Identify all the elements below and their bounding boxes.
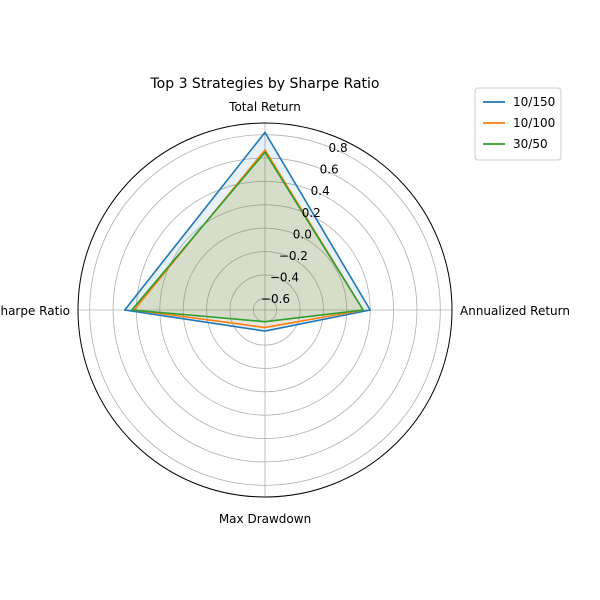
series-line-0	[123, 131, 371, 332]
legend-label: 10/150	[513, 95, 555, 109]
axis-label: Total Return	[228, 100, 301, 114]
axis-label: Annualized Return	[460, 304, 570, 318]
series-fill-1	[134, 149, 364, 328]
series-group	[123, 131, 371, 332]
legend-frame	[474, 87, 562, 161]
axis-labels: Total Return Annualized Return Max Drawdow…	[0, 100, 570, 526]
legend-label: 30/50	[513, 137, 548, 151]
radial-tick-label: −0.6	[261, 292, 290, 306]
radial-tick-label: 0.8	[329, 141, 348, 155]
series-fill-2	[131, 152, 364, 322]
legend: 10/150 10/100 30/50	[474, 87, 562, 161]
axis-label: Sharpe Ratio	[0, 304, 70, 318]
axis-label: Max Drawdown	[219, 512, 311, 526]
radial-tick-label: −0.2	[279, 249, 308, 263]
radial-tick-label: 0.2	[302, 206, 321, 220]
radial-tick-label: 0.0	[293, 227, 312, 241]
radial-tick-label: −0.4	[270, 271, 299, 285]
legend-label: 10/100	[513, 116, 555, 130]
radial-tick-labels: −0.6 −0.4 −0.2 0.0 0.2 0.4 0.6 0.8	[261, 141, 348, 306]
outer-frame	[77, 122, 453, 498]
series-line-2	[130, 151, 364, 323]
chart-title: Top 3 Strategies by Sharpe Ratio	[150, 76, 380, 92]
radial-tick-label: 0.6	[320, 163, 339, 177]
radar-grid	[78, 123, 452, 497]
series-fill-0	[124, 132, 371, 332]
radial-tick-label: 0.4	[311, 184, 330, 198]
